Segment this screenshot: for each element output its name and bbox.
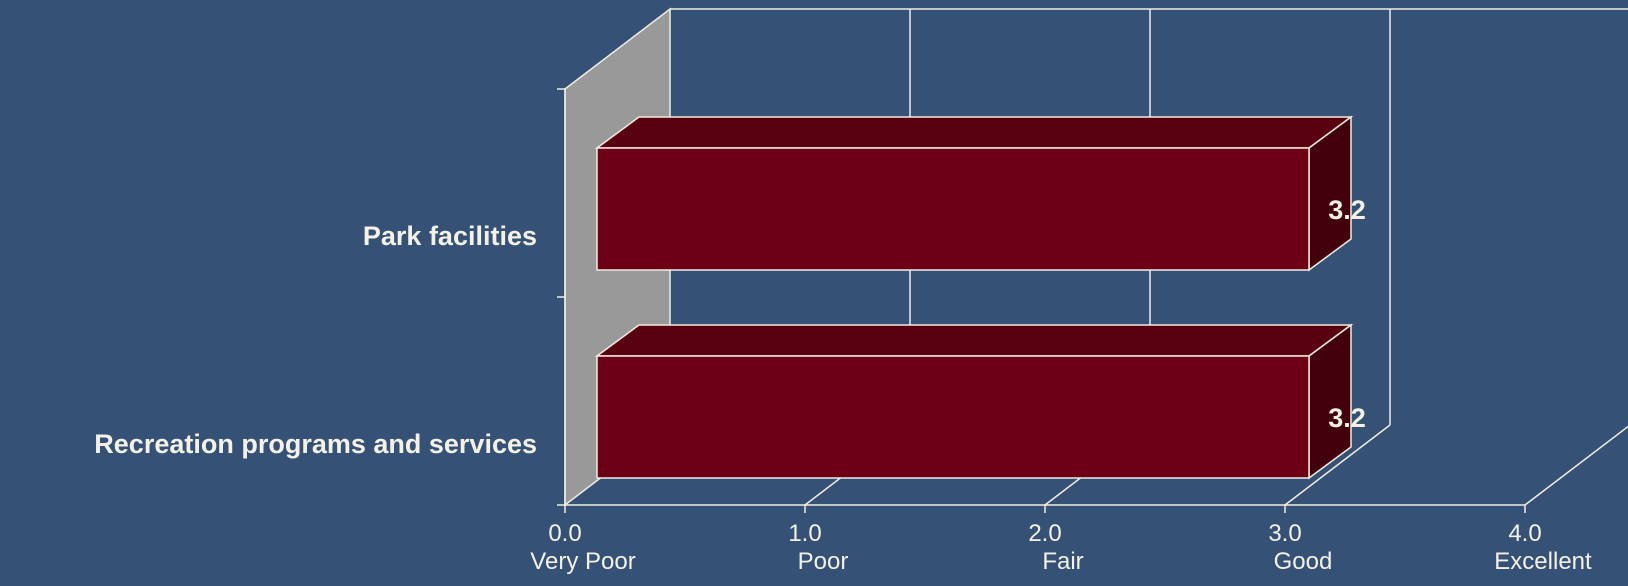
bar-value-label: 3.2: [1328, 403, 1366, 433]
x-tick-label: 1.0: [788, 520, 821, 547]
x-tick-label: 3.0: [1268, 520, 1301, 547]
category-label: Recreation programs and services: [94, 429, 537, 459]
floor-gridline: [1524, 425, 1628, 506]
bars: [594, 115, 1354, 480]
bar-front-face: [596, 355, 1310, 479]
bar-top-face: [594, 116, 1354, 149]
x-tick-label: 2.0: [1028, 520, 1061, 547]
x-axis: [557, 88, 1526, 513]
floor-gridline: [1284, 424, 1391, 506]
bar-front-face: [596, 147, 1310, 271]
x-tick-label: 4.0: [1508, 520, 1541, 547]
category-label: Park facilities: [363, 221, 537, 251]
x-tick-sublabel: Excellent: [1494, 548, 1592, 575]
bar: [594, 323, 1354, 480]
x-tick-sublabel: Poor: [798, 548, 849, 575]
bar-top-face: [594, 324, 1354, 357]
bar: [594, 115, 1354, 272]
x-tick-sublabel: Fair: [1042, 548, 1083, 575]
bar-value-label: 3.2: [1328, 195, 1366, 225]
x-tick-sublabel: Good: [1274, 548, 1333, 575]
x-tick-label: 0.0: [548, 520, 581, 547]
x-tick-sublabel: Very Poor: [530, 548, 635, 575]
